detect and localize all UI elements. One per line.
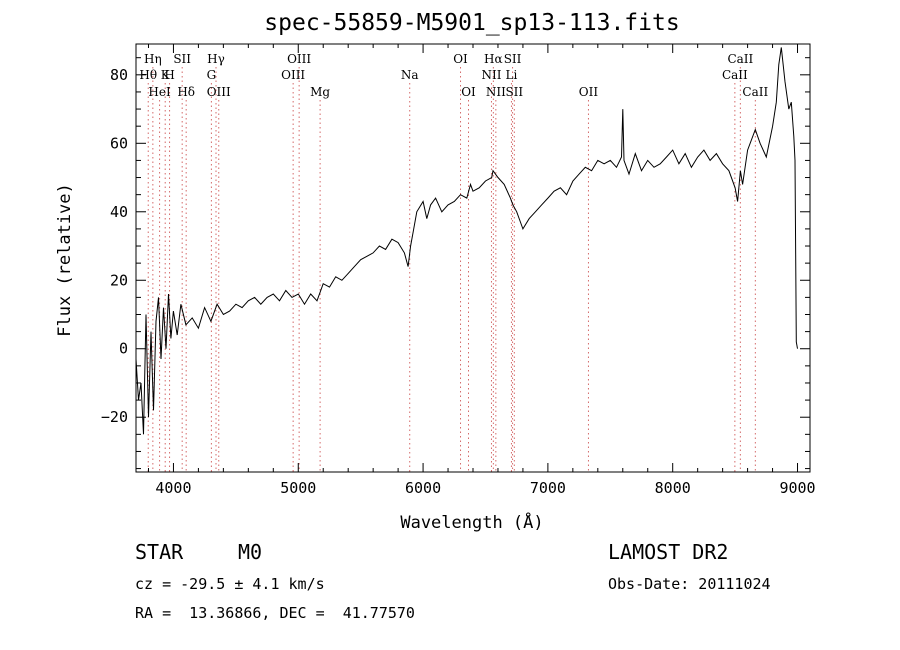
obs-date-text: Obs-Date: 20111024: [608, 575, 771, 593]
line-marker-label: OIII: [207, 85, 231, 99]
line-marker-label: Na: [401, 68, 419, 82]
line-marker-label: Mg: [310, 85, 330, 99]
line-marker-label: OII: [579, 85, 599, 99]
y-tick-label: 60: [110, 134, 128, 152]
y-tick-label: 20: [110, 271, 128, 289]
line-marker-label: Hγ: [207, 52, 225, 66]
line-marker-label: G: [207, 68, 217, 82]
x-tick-label: 5000: [280, 479, 316, 497]
line-marker-label: H: [164, 68, 174, 82]
y-axis-label: Flux (relative): [55, 183, 75, 337]
line-marker-label: CaII: [722, 68, 748, 82]
y-tick-labels: −20 0 20 40 60 80: [101, 66, 128, 426]
line-marker-label: SII: [505, 85, 523, 99]
y-tick-label: 80: [110, 66, 128, 84]
line-marker-label: SII: [504, 52, 522, 66]
x-axis-label: Wavelength (Å): [400, 511, 543, 533]
object-subclass: M0: [238, 540, 263, 564]
redshift-text: cz = -29.5 ± 4.1 km/s: [135, 575, 325, 593]
x-tick-label: 9000: [779, 479, 815, 497]
x-tick-label: 4000: [155, 479, 191, 497]
coordinates-text: RA = 13.36866, DEC = 41.77570: [135, 604, 415, 622]
plot-frame: [135, 43, 811, 473]
line-marker-label: NII: [481, 68, 501, 82]
line-marker-label: NII: [486, 85, 506, 99]
line-marker-label: OIII: [281, 68, 305, 82]
x-tick-label: 7000: [530, 479, 566, 497]
y-tick-label: 0: [119, 340, 128, 358]
line-marker-label: Hδ: [177, 85, 195, 99]
line-marker-label: K: [161, 68, 171, 82]
line-marker-label: OIII: [287, 52, 311, 66]
axis-ticks: [136, 44, 810, 472]
y-tick-label: 40: [110, 203, 128, 221]
line-marker-label: CaII: [742, 85, 768, 99]
x-tick-label: 6000: [405, 479, 441, 497]
line-marker-label: OI: [461, 85, 476, 99]
y-tick-label: −20: [101, 408, 128, 426]
x-tick-labels: 4000 5000 6000 7000 8000 9000: [155, 479, 815, 497]
flux-series-line: [135, 47, 798, 435]
chart-title: spec-55859-M5901_sp13-113.fits: [264, 10, 679, 36]
line-marker-label: Hη: [144, 52, 162, 66]
x-tick-label: 8000: [655, 479, 691, 497]
line-marker-label: SII: [173, 52, 191, 66]
object-type: STAR: [135, 540, 184, 564]
line-marker-label: Hα: [484, 52, 503, 66]
line-marker-label: CaII: [727, 52, 753, 66]
line-markers: [147, 67, 756, 472]
line-marker-label: OI: [453, 52, 468, 66]
line-marker-label: Hθ: [139, 68, 157, 82]
line-marker-label: HeI: [148, 85, 171, 99]
line-marker-label: Li: [506, 68, 518, 82]
survey-name: LAMOST DR2: [608, 540, 729, 564]
